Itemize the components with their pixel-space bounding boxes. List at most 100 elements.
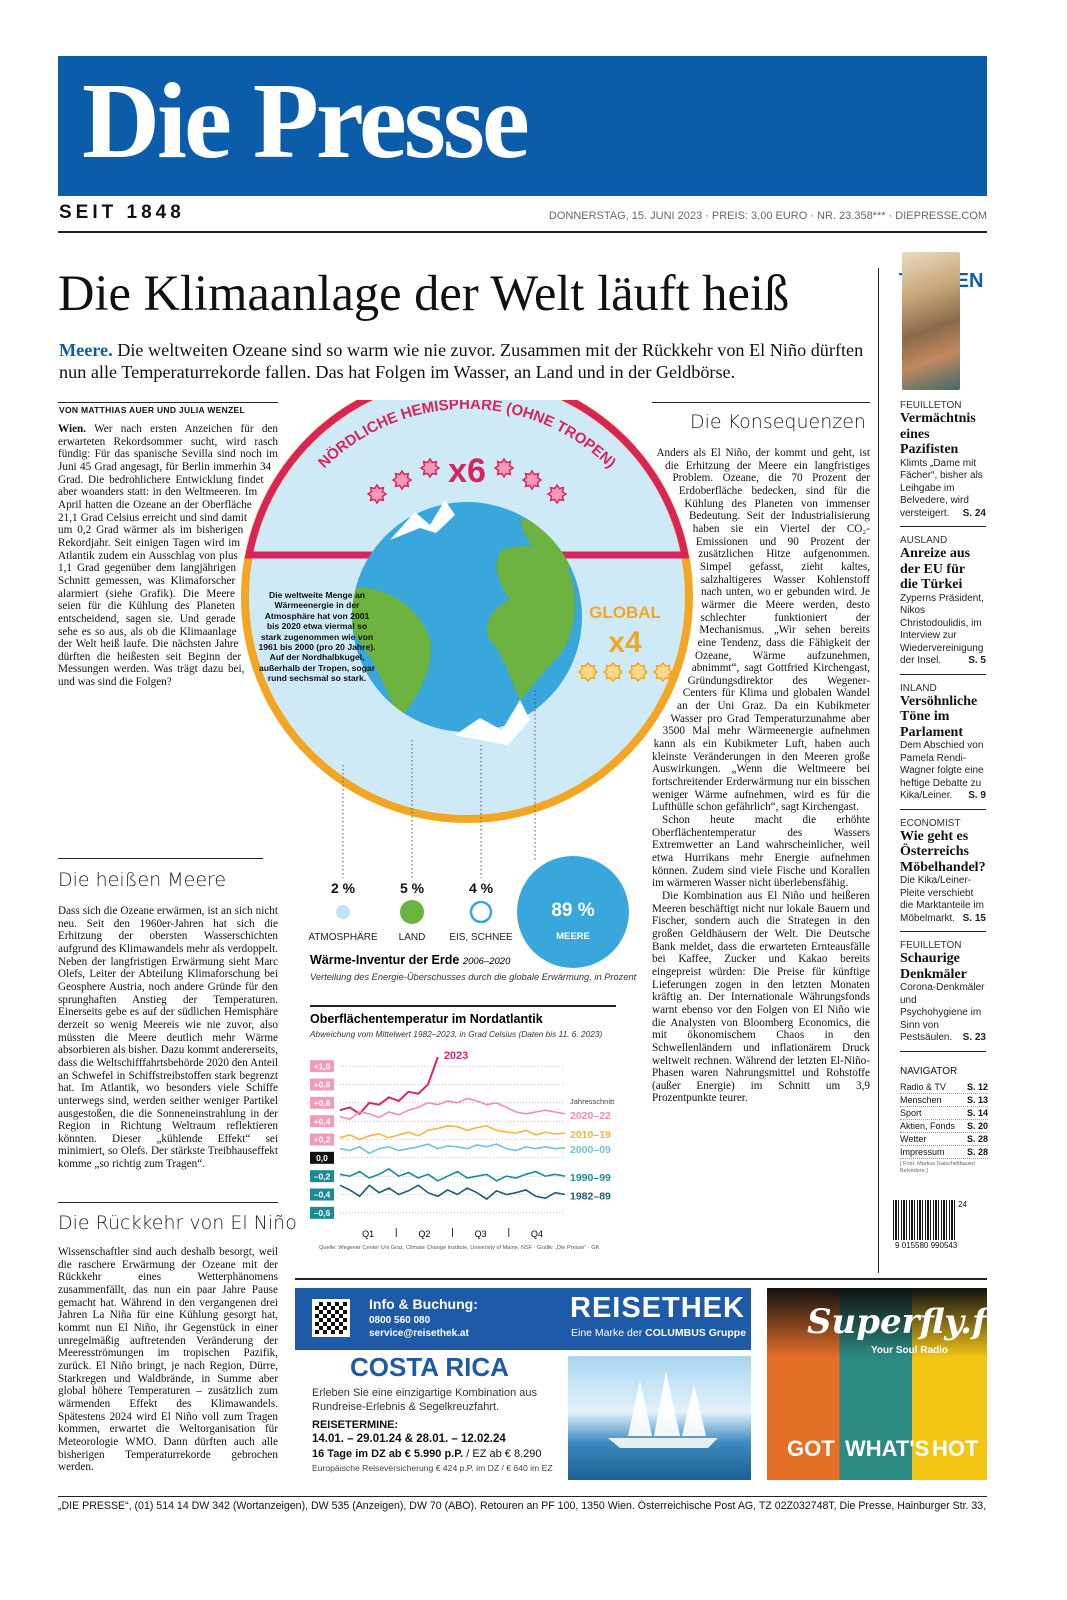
sidebar-item: FEUILLETON Schaurige Denkmäler Corona-Denk…	[900, 940, 986, 1052]
ad-insurance: Europäische Reiseversicherung € 424 p.P.…	[312, 1463, 553, 1473]
sidebar-item: AUSLAND Anreize aus der EU für die Türkei…	[900, 535, 986, 675]
series-label: 1982–89	[570, 1191, 611, 1203]
sidebar-text: Corona-Denkmäler und Psychohygiene im Si…	[900, 982, 986, 1045]
infographic-title: Wärme-Inventur der Erde 2006–2020	[310, 953, 511, 967]
sidebar-page: S. 15	[962, 912, 986, 924]
chart-source: Quelle: Wegener Center Uni Graz, Climate…	[319, 1245, 600, 1251]
navigator-page: S. 13	[966, 1094, 988, 1105]
navigator-row: Menschen S. 13	[900, 1094, 988, 1107]
navigator-row: Wetter S. 28	[900, 1133, 988, 1146]
x-tick-label: Q2	[418, 1229, 430, 1239]
y-tick-label: –0,2	[314, 1171, 331, 1181]
shape	[654, 1371, 680, 1436]
ad-brand-line-text: Eine Marke der	[571, 1327, 643, 1339]
energy-label: ATMOSPHÄRE	[308, 931, 378, 943]
infographic-period: 2006–2020	[462, 956, 511, 967]
energy-share: 5 %	[400, 880, 425, 896]
x-tick-label: Q3	[475, 1229, 487, 1239]
y-tick-label: +0,6	[314, 1098, 331, 1108]
navigator-label: Menschen	[900, 1094, 942, 1105]
ad-phone: 0800 560 080	[369, 1315, 431, 1326]
sun	[627, 661, 649, 683]
paragraph: Schon heute macht die erhöhte Oberfläche…	[652, 814, 870, 890]
ad-price: 16 Tage im DZ ab € 5.990 p.P.	[312, 1448, 464, 1460]
arrow	[455, 700, 530, 745]
rule	[58, 1496, 987, 1497]
suns	[577, 661, 674, 683]
navigator-label: Wetter	[900, 1133, 927, 1144]
intro-column: Wien. Wer nach ersten Anzeichen für den …	[58, 423, 278, 843]
ad-destination: COSTA RICA	[350, 1352, 509, 1382]
star	[546, 483, 568, 505]
rule	[652, 402, 870, 403]
sidebar-section: FEUILLETON	[900, 940, 962, 951]
energy-share: 89 %	[551, 900, 594, 921]
navigator: NAVIGATOR Radio & TV S. 12 Menschen S. 13 Spo…	[900, 1066, 988, 1175]
sidebar-page: S. 9	[968, 790, 986, 801]
tick-box	[310, 1115, 334, 1128]
legend-title: Jahresschnitt	[570, 1097, 615, 1106]
energy-circle	[517, 856, 629, 968]
tick-box	[310, 1078, 334, 1091]
paragraph: Die Kombination aus El Niño und heißeren…	[652, 889, 870, 1105]
headline: Die Klimaanlage der Welt läuft heiß	[58, 265, 790, 321]
section-heading: Die Rückkehr von El Niño	[58, 1212, 297, 1234]
star	[493, 457, 515, 479]
sidebar-page: S. 5	[968, 655, 986, 666]
ad-dates: 14.01. – 29.01.24 & 28.01. – 12.02.24	[312, 1433, 506, 1445]
sidebar-teaser: Dem Abschied von Pamela Rendi-Wagner fol…	[900, 740, 984, 801]
series-line	[339, 1097, 566, 1121]
energy-share: 4 %	[469, 880, 494, 896]
energy-label: MEERE	[556, 931, 590, 942]
tick-box	[310, 1133, 334, 1146]
barcode-issue: 24	[958, 1200, 967, 1209]
ad-dates-heading: REISETERMINE:	[312, 1419, 399, 1431]
sidebar-text: Zyperns Präsident, Nikos Christodoulidis…	[900, 593, 986, 668]
infographic-subtitle: Verteilung des Energie-Überschusses durc…	[310, 972, 637, 982]
sun	[652, 661, 674, 683]
section-text: Dass sich die Ozeane erwärmen, ist an si…	[58, 905, 278, 1185]
energy-label: LAND	[399, 932, 426, 943]
sidebar-item: FEUILLETON Vermächtnis eines Pazifisten Kl…	[900, 400, 986, 527]
byline: VON MATTHIAS AUER UND JULIA WENZEL	[59, 405, 246, 415]
shape	[608, 1438, 718, 1448]
energy-label: EIS, SCHNEE	[449, 932, 513, 943]
sidebar-title: Vermächtnis eines Pazifisten	[900, 411, 976, 457]
series-line	[339, 1167, 566, 1182]
navigator-label: Aktien, Fonds	[900, 1120, 956, 1131]
infographic: NÖRDLICHE HEMISPHÄRE (OHNE TROPEN) x6 GL…	[241, 400, 693, 982]
paragraph: Anders als El Niño, der kommt und geht, …	[652, 447, 870, 814]
paragraph: Wissenschaftler sind auch deshalb besorg…	[58, 1246, 278, 1474]
series-label: 1990–99	[570, 1172, 611, 1184]
shape	[608, 1371, 718, 1448]
y-tick-label: +0,2	[314, 1135, 331, 1145]
y-tick-label: –0,4	[314, 1190, 331, 1200]
energy-circle	[469, 900, 493, 924]
radio-brand: Superfly.fm	[807, 1302, 987, 1342]
radio-tagline: Your Soul Radio	[871, 1345, 949, 1356]
star	[391, 469, 413, 491]
sidebar-teaser: Die Kika/Leiner-Pleite verschiebt die Ma…	[900, 875, 984, 924]
arrow	[390, 500, 455, 540]
tick-box	[310, 1170, 334, 1183]
shape	[628, 1381, 652, 1436]
footer: „DIE PRESSE“, (01) 514 14 DW 342 (Wortan…	[58, 1500, 987, 1512]
y-tick-label: +1,0	[314, 1061, 331, 1071]
series-line	[339, 1056, 439, 1116]
hemisphere-factor: x6	[448, 452, 486, 490]
navigator-row: Sport S. 14	[900, 1107, 988, 1120]
energy-items: 2 % ATMOSPHÄRE 5 % LAND 4 % EIS, SCHNEE 89 % ME…	[308, 856, 629, 968]
ad-info: Info & Buchung:	[369, 1296, 478, 1312]
navigator-heading: NAVIGATOR	[900, 1065, 958, 1077]
series-label: 2020–22	[570, 1110, 611, 1122]
ad-email: service@reisethek.at	[369, 1328, 469, 1339]
line-chart: Oberflächentemperatur im Nordatlantik Abw…	[309, 1012, 615, 1251]
since: SEIT 1848	[59, 202, 185, 223]
rule	[310, 1005, 616, 1007]
tick-box	[310, 1188, 334, 1201]
shape	[486, 546, 575, 700]
series-line	[339, 1124, 566, 1141]
navigator-row: Aktien, Fonds S. 20	[900, 1120, 988, 1133]
sun	[577, 661, 599, 683]
lead-text: Die weltweiten Ozeane sind so warm wie n…	[59, 340, 864, 382]
